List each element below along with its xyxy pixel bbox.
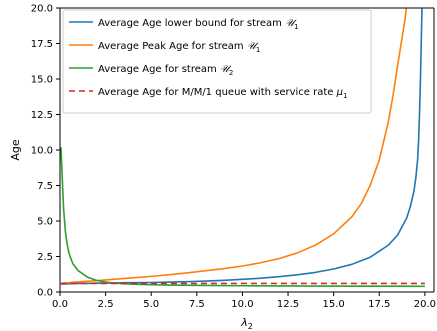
y-tick-label: 10.0 bbox=[31, 146, 53, 157]
series-line-3 bbox=[60, 147, 425, 288]
legend-label-symbol: 𝒰 bbox=[285, 18, 297, 29]
legend: Average Age lower bound for stream 𝒰1Ave… bbox=[62, 9, 372, 114]
x-tick-label: 0.0 bbox=[52, 299, 68, 310]
legend-label-subscript: 1 bbox=[343, 92, 347, 100]
y-tick-label: 15.0 bbox=[31, 75, 53, 86]
x-tick-label: 12.5 bbox=[277, 299, 299, 310]
y-tick-label: 2.5 bbox=[37, 252, 53, 263]
legend-label-symbol: 𝒰 bbox=[220, 64, 232, 75]
y-tick-label: 12.5 bbox=[31, 110, 53, 121]
legend-label-4: Average Age for M/M/1 queue with service… bbox=[98, 87, 347, 100]
legend-label-symbol: 𝒰 bbox=[247, 41, 259, 52]
series-layer bbox=[60, 8, 425, 288]
axes-frame bbox=[59, 7, 435, 293]
legend-label-subscript: 2 bbox=[229, 69, 233, 77]
x-tick-label: 17.5 bbox=[368, 299, 390, 310]
legend-label-text: Average Peak Age for stream bbox=[98, 41, 247, 52]
y-tick-label: 5.0 bbox=[37, 217, 53, 228]
y-axis-label: Age bbox=[9, 139, 22, 161]
y-tick-label: 17.5 bbox=[31, 39, 53, 50]
series-line-1 bbox=[60, 8, 423, 285]
x-axis-label: λ2 bbox=[240, 316, 253, 331]
x-tick-label: 5.0 bbox=[143, 299, 159, 310]
x-axis-label-subscript: 2 bbox=[248, 322, 253, 331]
x-tick-label: 7.5 bbox=[189, 299, 205, 310]
legend-label-text: Average Age for M/M/1 queue with service… bbox=[98, 87, 337, 98]
x-tick-label: 2.5 bbox=[98, 299, 114, 310]
y-tick-label: 20.0 bbox=[31, 4, 53, 15]
legend-label-text: Average Age for stream bbox=[98, 64, 220, 75]
y-tick-label: 7.5 bbox=[37, 181, 53, 192]
legend-label-1: Average Age lower bound for stream 𝒰1 bbox=[98, 18, 299, 31]
x-tick-label: 20.0 bbox=[414, 299, 436, 310]
x-tick-label: 10.0 bbox=[231, 299, 253, 310]
x-axis-label-main: λ bbox=[240, 316, 248, 329]
y-axis-ticks: 0.0 2.5 5.0 7.5 10.0 12.5 15.0 17.5 20.0 bbox=[31, 4, 60, 299]
legend-label-text: Average Age lower bound for stream bbox=[98, 18, 285, 29]
legend-label-2: Average Peak Age for stream 𝒰1 bbox=[98, 41, 260, 54]
y-tick-label: 0.0 bbox=[37, 288, 53, 299]
legend-frame bbox=[62, 9, 372, 114]
legend-label-3: Average Age for stream 𝒰2 bbox=[98, 64, 233, 77]
x-tick-label: 15.0 bbox=[323, 299, 345, 310]
legend-label-subscript: 1 bbox=[256, 46, 260, 54]
series-line-2 bbox=[60, 8, 408, 285]
legend-label-symbol: μ bbox=[336, 87, 343, 98]
x-axis-ticks: 0.0 2.5 5.0 7.5 10.0 12.5 15.0 17.5 20.0 bbox=[52, 292, 436, 310]
legend-label-subscript: 1 bbox=[294, 23, 298, 31]
